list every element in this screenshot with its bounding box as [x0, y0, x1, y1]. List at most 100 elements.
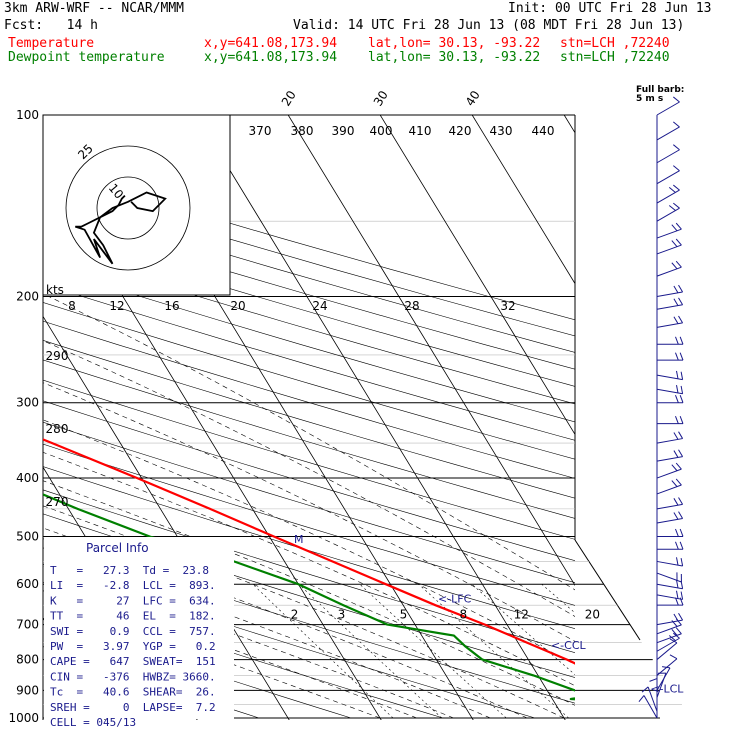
wind-barb-feather: [673, 316, 679, 324]
wind-barb-staff: [656, 304, 683, 310]
hodograph-trace: [75, 191, 167, 265]
mixing-ratio-line: [359, 583, 507, 719]
wind-barb-feather: [673, 432, 679, 440]
wind-barb-staff: [656, 503, 683, 510]
isotherm-line: [195, 115, 566, 720]
theta-label: 430: [490, 124, 513, 138]
pressure-tick-label: 300: [16, 396, 39, 410]
wind-barb: [657, 395, 684, 404]
pressure-tick-label: 500: [16, 529, 39, 543]
wind-barb-staff: [656, 374, 683, 381]
wind-barb-feather: [671, 240, 678, 247]
wind-barb: [656, 572, 682, 583]
mixing-ratio-label: 5: [400, 608, 408, 622]
wind-barb-feather: [678, 315, 684, 324]
wind-barb-feather: [676, 557, 679, 566]
wind-barb-feather: [675, 395, 679, 403]
wind-barb-feather: [641, 686, 649, 693]
wind-barb-feather: [678, 297, 684, 306]
parcel-row: CELL = 045/13: [50, 716, 136, 729]
wind-barb-staff: [656, 149, 680, 164]
wind-barb-staff: [656, 266, 682, 277]
wind-barb: [638, 695, 658, 719]
mixing-ratio-label: 8: [460, 608, 468, 622]
hodograph-scale-label: 16: [164, 299, 179, 313]
temperature-tick-label: 40: [463, 88, 483, 108]
wind-barb: [641, 686, 658, 712]
wind-barb-feather: [671, 224, 678, 232]
parcel-row: LI = -2.8 LCL = 893.: [50, 579, 216, 592]
level-annotation: <-CCL: [551, 639, 587, 652]
wind-barb-staff: [656, 438, 683, 444]
wind-barb-feather: [678, 497, 684, 505]
wind-barb: [656, 184, 680, 204]
pressure-tick-label: 700: [16, 618, 39, 632]
parcel-row: SWI = 0.9 CCL = 757.: [50, 625, 216, 638]
isotherm-line: [0, 115, 20, 731]
wind-barb-feather: [676, 385, 679, 394]
wind-barb-staff: [656, 594, 683, 600]
dry-adiabat: [43, 466, 575, 630]
barb-legend: Full barb: 5 m s: [636, 85, 685, 104]
pressure-tick-label: 900: [16, 683, 39, 697]
wind-barb: [657, 336, 684, 345]
wind-barb-feather: [671, 464, 678, 472]
wind-barb-feather: [669, 638, 678, 644]
hodograph-scale-label: 8: [68, 299, 76, 313]
wind-barb: [656, 497, 684, 510]
wind-barb: [656, 284, 684, 298]
wind-barb: [656, 511, 684, 524]
wind-barb-feather: [671, 262, 678, 270]
hodograph-scale-label: 20: [230, 299, 245, 313]
wind-barb-staff: [647, 686, 658, 712]
dry-adiabat: [43, 563, 536, 719]
valid-time: Valid: 14 UTC Fri 28 Jun 13 (08 MDT Fri …: [293, 18, 685, 33]
wind-barb-staff: [656, 388, 683, 395]
wind-barb-staff: [656, 560, 683, 567]
wind-barb-feather: [679, 416, 684, 424]
wind-barb-staff: [656, 633, 682, 644]
mixing-ratio-label: 3: [338, 608, 346, 622]
wind-barb-feather: [673, 285, 679, 294]
temp-legend-xy: x,y=641.08,173.94: [204, 36, 338, 51]
wind-barb-feather: [678, 612, 684, 621]
wind-barb: [656, 144, 680, 164]
wind-barb: [656, 590, 684, 600]
wind-barb-staff: [656, 658, 678, 676]
wind-barb-feather: [680, 385, 684, 394]
dry-adiabat: [43, 320, 575, 479]
dew-legend-stn: stn=LCH ,72240: [560, 50, 670, 65]
dry-adiabat: [43, 340, 575, 499]
dry-adiabat: [43, 248, 575, 405]
wind-barb-staff: [656, 228, 682, 239]
wind-barb-feather: [673, 613, 679, 622]
wind-barb-feather: [680, 371, 684, 380]
wind-barb-feather: [671, 628, 678, 636]
theta-label: 410: [409, 124, 432, 138]
wind-barb-feather: [673, 144, 680, 151]
wind-barb-feather: [678, 511, 684, 519]
wind-barb-staff: [656, 624, 682, 635]
wind-barb-staff: [656, 170, 680, 185]
moist-adiabat: [43, 340, 575, 617]
parcel-row: TT = 46 EL = 182.: [50, 610, 216, 623]
hodograph-scale-label: 28: [404, 299, 419, 313]
wind-barb: [656, 238, 682, 255]
level-annotation: <-LFC: [438, 593, 472, 606]
parcel-title: Parcel Info: [86, 541, 149, 555]
isotherm-line: [471, 115, 575, 285]
parcel-row: PW = 3.97 YGP = 0.2: [50, 640, 216, 653]
wind-barb-feather: [673, 184, 680, 191]
moist-adiabat: [43, 452, 575, 687]
temperature-tick-label: 30: [371, 88, 391, 108]
wind-barb: [656, 260, 682, 277]
hodograph-ring: [65, 145, 191, 271]
wind-barb: [656, 431, 684, 444]
mixing-ratio-line: [471, 583, 575, 676]
pressure-tick-label: 600: [16, 577, 39, 591]
pressure-tick-label: 200: [16, 290, 39, 304]
wind-barb: [656, 627, 682, 644]
dry-adiabat: [43, 443, 575, 606]
wind-barb: [656, 462, 682, 479]
